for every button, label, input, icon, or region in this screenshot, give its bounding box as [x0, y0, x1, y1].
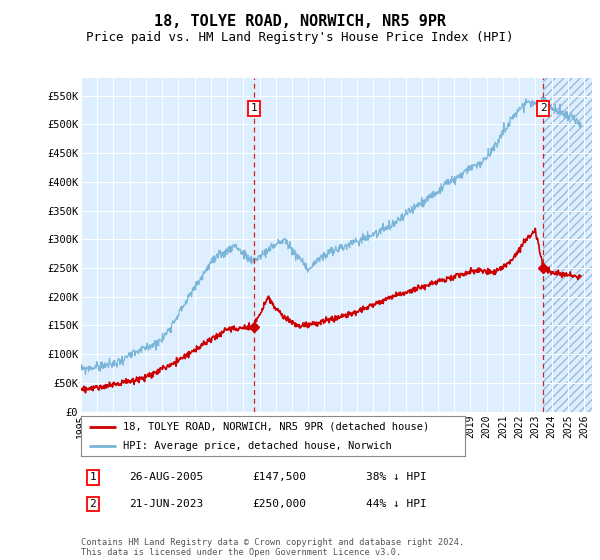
Text: 1: 1	[89, 472, 97, 482]
Text: 38% ↓ HPI: 38% ↓ HPI	[366, 472, 427, 482]
Text: 21-JUN-2023: 21-JUN-2023	[129, 499, 203, 509]
Text: £147,500: £147,500	[252, 472, 306, 482]
Text: 18, TOLYE ROAD, NORWICH, NR5 9PR: 18, TOLYE ROAD, NORWICH, NR5 9PR	[154, 14, 446, 29]
Bar	[543, 78, 592, 412]
Text: Contains HM Land Registry data © Crown copyright and database right 2024.
This d: Contains HM Land Registry data © Crown c…	[81, 538, 464, 557]
Text: Price paid vs. HM Land Registry's House Price Index (HPI): Price paid vs. HM Land Registry's House …	[86, 31, 514, 44]
Text: £250,000: £250,000	[252, 499, 306, 509]
Text: HPI: Average price, detached house, Norwich: HPI: Average price, detached house, Norw…	[123, 441, 392, 450]
Text: 18, TOLYE ROAD, NORWICH, NR5 9PR (detached house): 18, TOLYE ROAD, NORWICH, NR5 9PR (detach…	[123, 422, 430, 432]
Text: 1: 1	[250, 104, 257, 113]
Text: 2: 2	[89, 499, 97, 509]
Text: 2: 2	[539, 104, 547, 113]
Text: 26-AUG-2005: 26-AUG-2005	[129, 472, 203, 482]
Text: 44% ↓ HPI: 44% ↓ HPI	[366, 499, 427, 509]
